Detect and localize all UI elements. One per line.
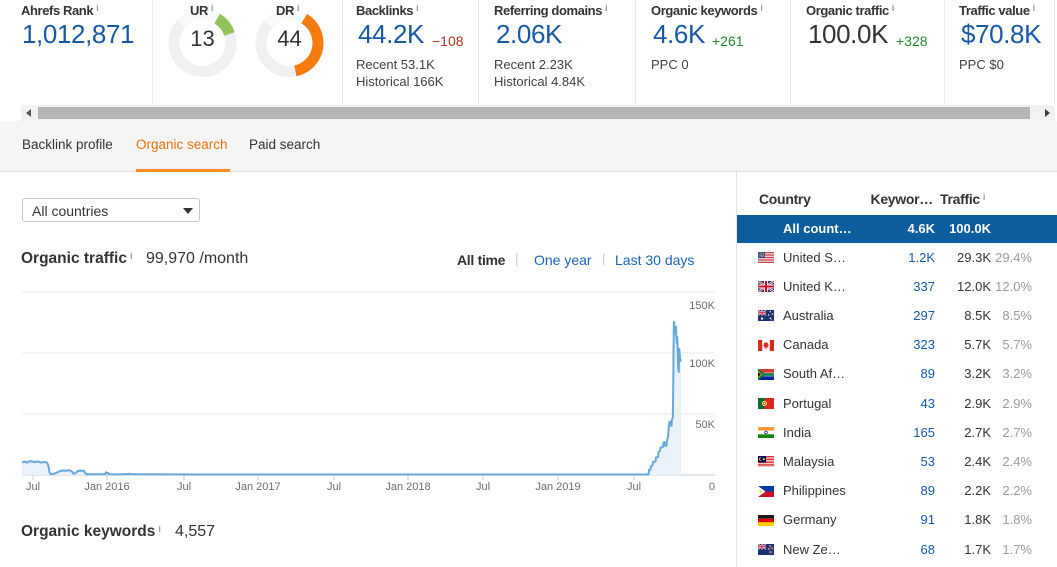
svg-text:13: 13 — [190, 26, 214, 51]
svg-text:44: 44 — [277, 26, 301, 51]
